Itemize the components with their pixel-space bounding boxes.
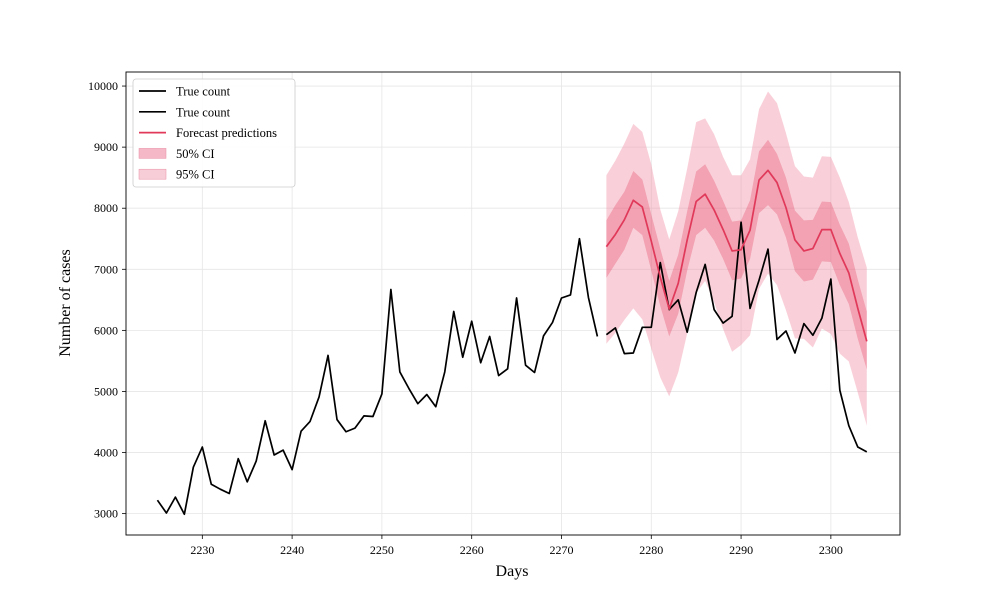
legend-label: 50% CI	[176, 147, 215, 161]
forecast-line	[605, 169, 868, 342]
y-tick-label: 6000	[94, 323, 118, 337]
x-tick-label: 2260	[460, 543, 484, 557]
legend-patch-swatch	[138, 148, 167, 159]
x-tick-label: 2290	[729, 543, 753, 557]
legend-box	[132, 78, 296, 188]
legend-label: Forecast predictions	[176, 126, 277, 140]
legend-label: True count	[176, 85, 231, 99]
y-ticks: 3000 4000 5000 6000 7000 8000 9000 10000	[88, 79, 126, 521]
x-ticks: 2230 2240 2250 2260 2270 2280 2290 2300	[190, 535, 843, 557]
ci95-band-group	[606, 91, 867, 426]
x-axis-label: Days	[496, 563, 529, 580]
plot-frame	[125, 71, 901, 536]
x-tick-label: 2240	[280, 543, 304, 557]
y-tick-label: 8000	[94, 201, 118, 215]
y-tick-label: 5000	[94, 384, 118, 398]
x-tick-label: 2280	[639, 543, 663, 557]
y-tick-label: 9000	[94, 140, 118, 154]
ci50-band	[606, 139, 867, 370]
x-tick-label: 2230	[190, 543, 214, 557]
y-tick-label: 10000	[88, 79, 118, 93]
legend-patch-swatch	[138, 168, 167, 180]
true_count_test-line	[605, 221, 868, 453]
plot-area-border	[125, 71, 901, 536]
y-tick-label: 3000	[94, 507, 118, 521]
y-tick-label: 4000	[94, 446, 118, 460]
x-tick-label: 2300	[819, 543, 843, 557]
ci50-band-group	[606, 139, 867, 370]
ci95-band	[606, 91, 867, 426]
legend-label: 95% CI	[176, 168, 215, 182]
grid-lines	[126, 72, 900, 535]
legend-label: True count	[176, 105, 231, 119]
series-lines	[156, 169, 868, 516]
legend: True count True count Forecast predictions…	[132, 78, 296, 188]
x-tick-label: 2250	[370, 543, 394, 557]
y-tick-label: 7000	[94, 262, 118, 276]
x-tick-label: 2270	[549, 543, 573, 557]
y-axis-label: Number of cases	[57, 249, 74, 357]
true_count_train-line	[156, 237, 599, 516]
